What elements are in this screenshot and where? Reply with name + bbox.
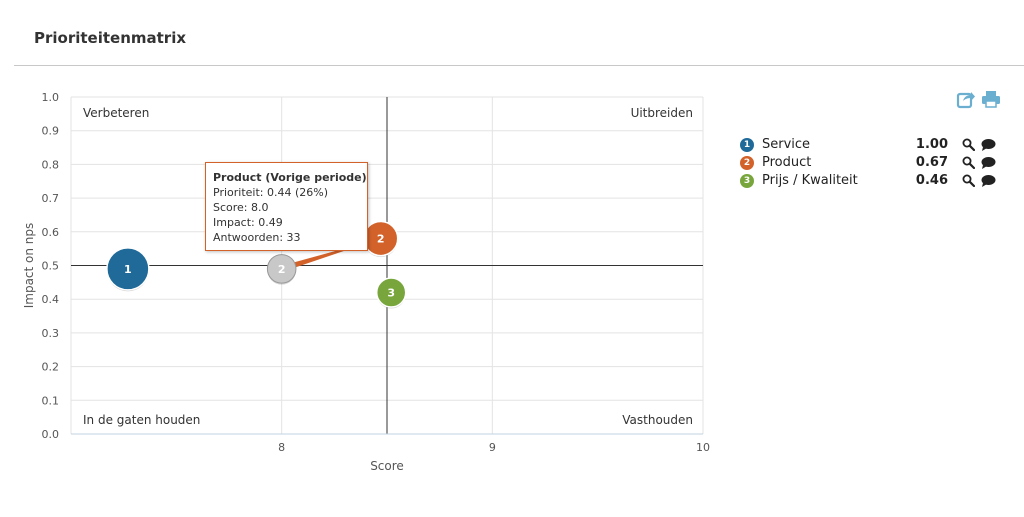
point-label: 3: [387, 286, 395, 299]
comment-icon[interactable]: [980, 138, 996, 152]
point-marker[interactable]: [266, 254, 297, 284]
y-tick-label: 1.0: [42, 91, 60, 104]
legend-label: Prijs / Kwaliteit: [762, 173, 858, 188]
legend-marker: 1: [740, 138, 754, 152]
legend-marker: 3: [740, 174, 754, 188]
legend-item-product[interactable]: 2 Product 0.67: [740, 154, 1010, 172]
legend-item-service[interactable]: 1 Service 1.00: [740, 136, 1010, 154]
data-point-previous[interactable]: 2: [266, 254, 297, 285]
quadrant-labels: Verbeteren Uitbreiden In de gaten houden Va…: [83, 106, 693, 427]
legend-value: 0.46: [915, 173, 948, 188]
share-icon[interactable]: [956, 89, 976, 109]
legend-marker: 2: [740, 156, 754, 170]
point-marker[interactable]: [106, 247, 150, 291]
print-icon[interactable]: [981, 89, 1001, 109]
point-marker[interactable]: [375, 277, 407, 308]
legend-value: 0.67: [915, 155, 948, 170]
y-tick-label: 0.0: [42, 428, 60, 441]
y-axis-title: Impact on nps: [22, 223, 36, 309]
quadrant-label-bottom-right: Vasthouden: [622, 413, 693, 427]
y-tick-label: 0.2: [42, 361, 60, 374]
y-tick-label: 0.6: [42, 226, 60, 239]
x-tick-label: 10: [696, 441, 710, 454]
quadrant-label-top-right: Uitbreiden: [631, 106, 693, 120]
y-tick-label: 0.1: [42, 394, 60, 407]
tooltip-line: Score: 8.0: [213, 201, 269, 214]
data-point[interactable]: 3: [375, 277, 407, 309]
data-point[interactable]: 2: [362, 220, 399, 258]
legend-label: Service: [762, 137, 811, 152]
x-tick-label: 8: [278, 441, 285, 454]
data-point[interactable]: 1: [106, 247, 150, 292]
priority-matrix-chart: 0.0 0.1 0.2 0.3 0.4 0.5 0.6 0.7 0.8 0.9 1.0 8 9 10 Sco…: [22, 91, 710, 473]
tooltip-line: Impact: 0.49: [213, 216, 283, 229]
chart-toolbar: [956, 89, 1006, 109]
quadrant-label-bottom-left: In de gaten houden: [83, 413, 200, 427]
legend-item-prijs-kwaliteit[interactable]: 3 Prijs / Kwaliteit 0.46: [740, 172, 1010, 190]
y-tick-label: 0.5: [42, 260, 60, 273]
y-tick-label: 0.8: [42, 158, 60, 171]
legend: 1 Service 1.00 2 Product 0.67 3 Prijs / …: [740, 136, 1010, 190]
magnifier-icon[interactable]: [962, 138, 976, 152]
comment-icon[interactable]: [980, 174, 996, 188]
y-tick-label: 0.4: [42, 293, 60, 306]
legend-label: Product: [762, 155, 812, 170]
y-tick-label: 0.7: [42, 192, 60, 205]
tooltip-title: Product (Vorige periode): [213, 171, 367, 184]
comment-icon[interactable]: [980, 156, 996, 170]
quadrant-label-top-left: Verbeteren: [83, 106, 149, 120]
magnifier-icon[interactable]: [962, 156, 976, 170]
y-tick-label: 0.3: [42, 327, 60, 340]
point-label: 1: [124, 263, 132, 276]
header-divider: [14, 65, 1024, 66]
points: 1 2 2 3: [106, 220, 407, 309]
tooltip-line: Prioriteit: 0.44 (26%): [213, 186, 329, 199]
point-label: 2: [377, 233, 385, 246]
magnifier-icon[interactable]: [962, 174, 976, 188]
x-axis-title: Score: [370, 459, 404, 473]
page-title: Prioriteitenmatrix: [34, 29, 187, 47]
header: Prioriteitenmatrix: [0, 0, 1024, 66]
y-tick-label: 0.9: [42, 125, 60, 138]
point-label: 2: [278, 263, 286, 276]
x-tick-label: 9: [489, 441, 496, 454]
legend-value: 1.00: [915, 137, 948, 152]
tooltip-line: Antwoorden: 33: [213, 231, 301, 244]
axes: 0.0 0.1 0.2 0.3 0.4 0.5 0.6 0.7 0.8 0.9 1.0 8 9 10 Sco…: [22, 91, 710, 473]
reference-lines: [71, 97, 703, 434]
point-tooltip: Product (Vorige periode) Prioriteit: 0.4…: [205, 162, 368, 251]
